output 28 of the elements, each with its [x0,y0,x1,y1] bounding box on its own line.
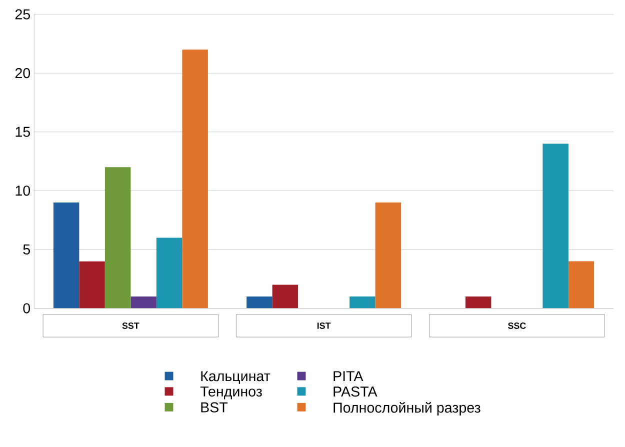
y-tick-label: 15 [16,126,30,137]
bar [156,238,182,308]
bar [182,50,208,308]
bar [246,296,272,308]
y-tick-label: 25 [15,9,30,20]
legend-label: Кальцинат [201,371,270,384]
bar [130,296,156,308]
x-tick-label: IST [317,322,331,329]
legend-label: PASTA [334,386,378,397]
bar [568,261,594,308]
legend-label: BST [201,402,228,412]
bar [542,144,568,308]
bar [53,202,80,308]
x-tick-label: SSC [508,322,526,329]
y-tick-label: 20 [15,68,30,78]
y-tick-label: 0 [23,303,30,314]
x-tick-label: SST [122,322,140,329]
bar [465,296,492,308]
bar [375,202,402,308]
legend-label: Полнослойный разрез [334,402,480,416]
y-tick-label: 5 [23,244,30,254]
legend-label: Тендиноз [200,386,262,400]
bar [350,296,376,308]
y-tick-label: 10 [16,186,30,196]
bar [104,167,131,308]
bar [79,261,105,308]
legend-label: PITA [334,371,364,382]
bar [272,284,298,308]
